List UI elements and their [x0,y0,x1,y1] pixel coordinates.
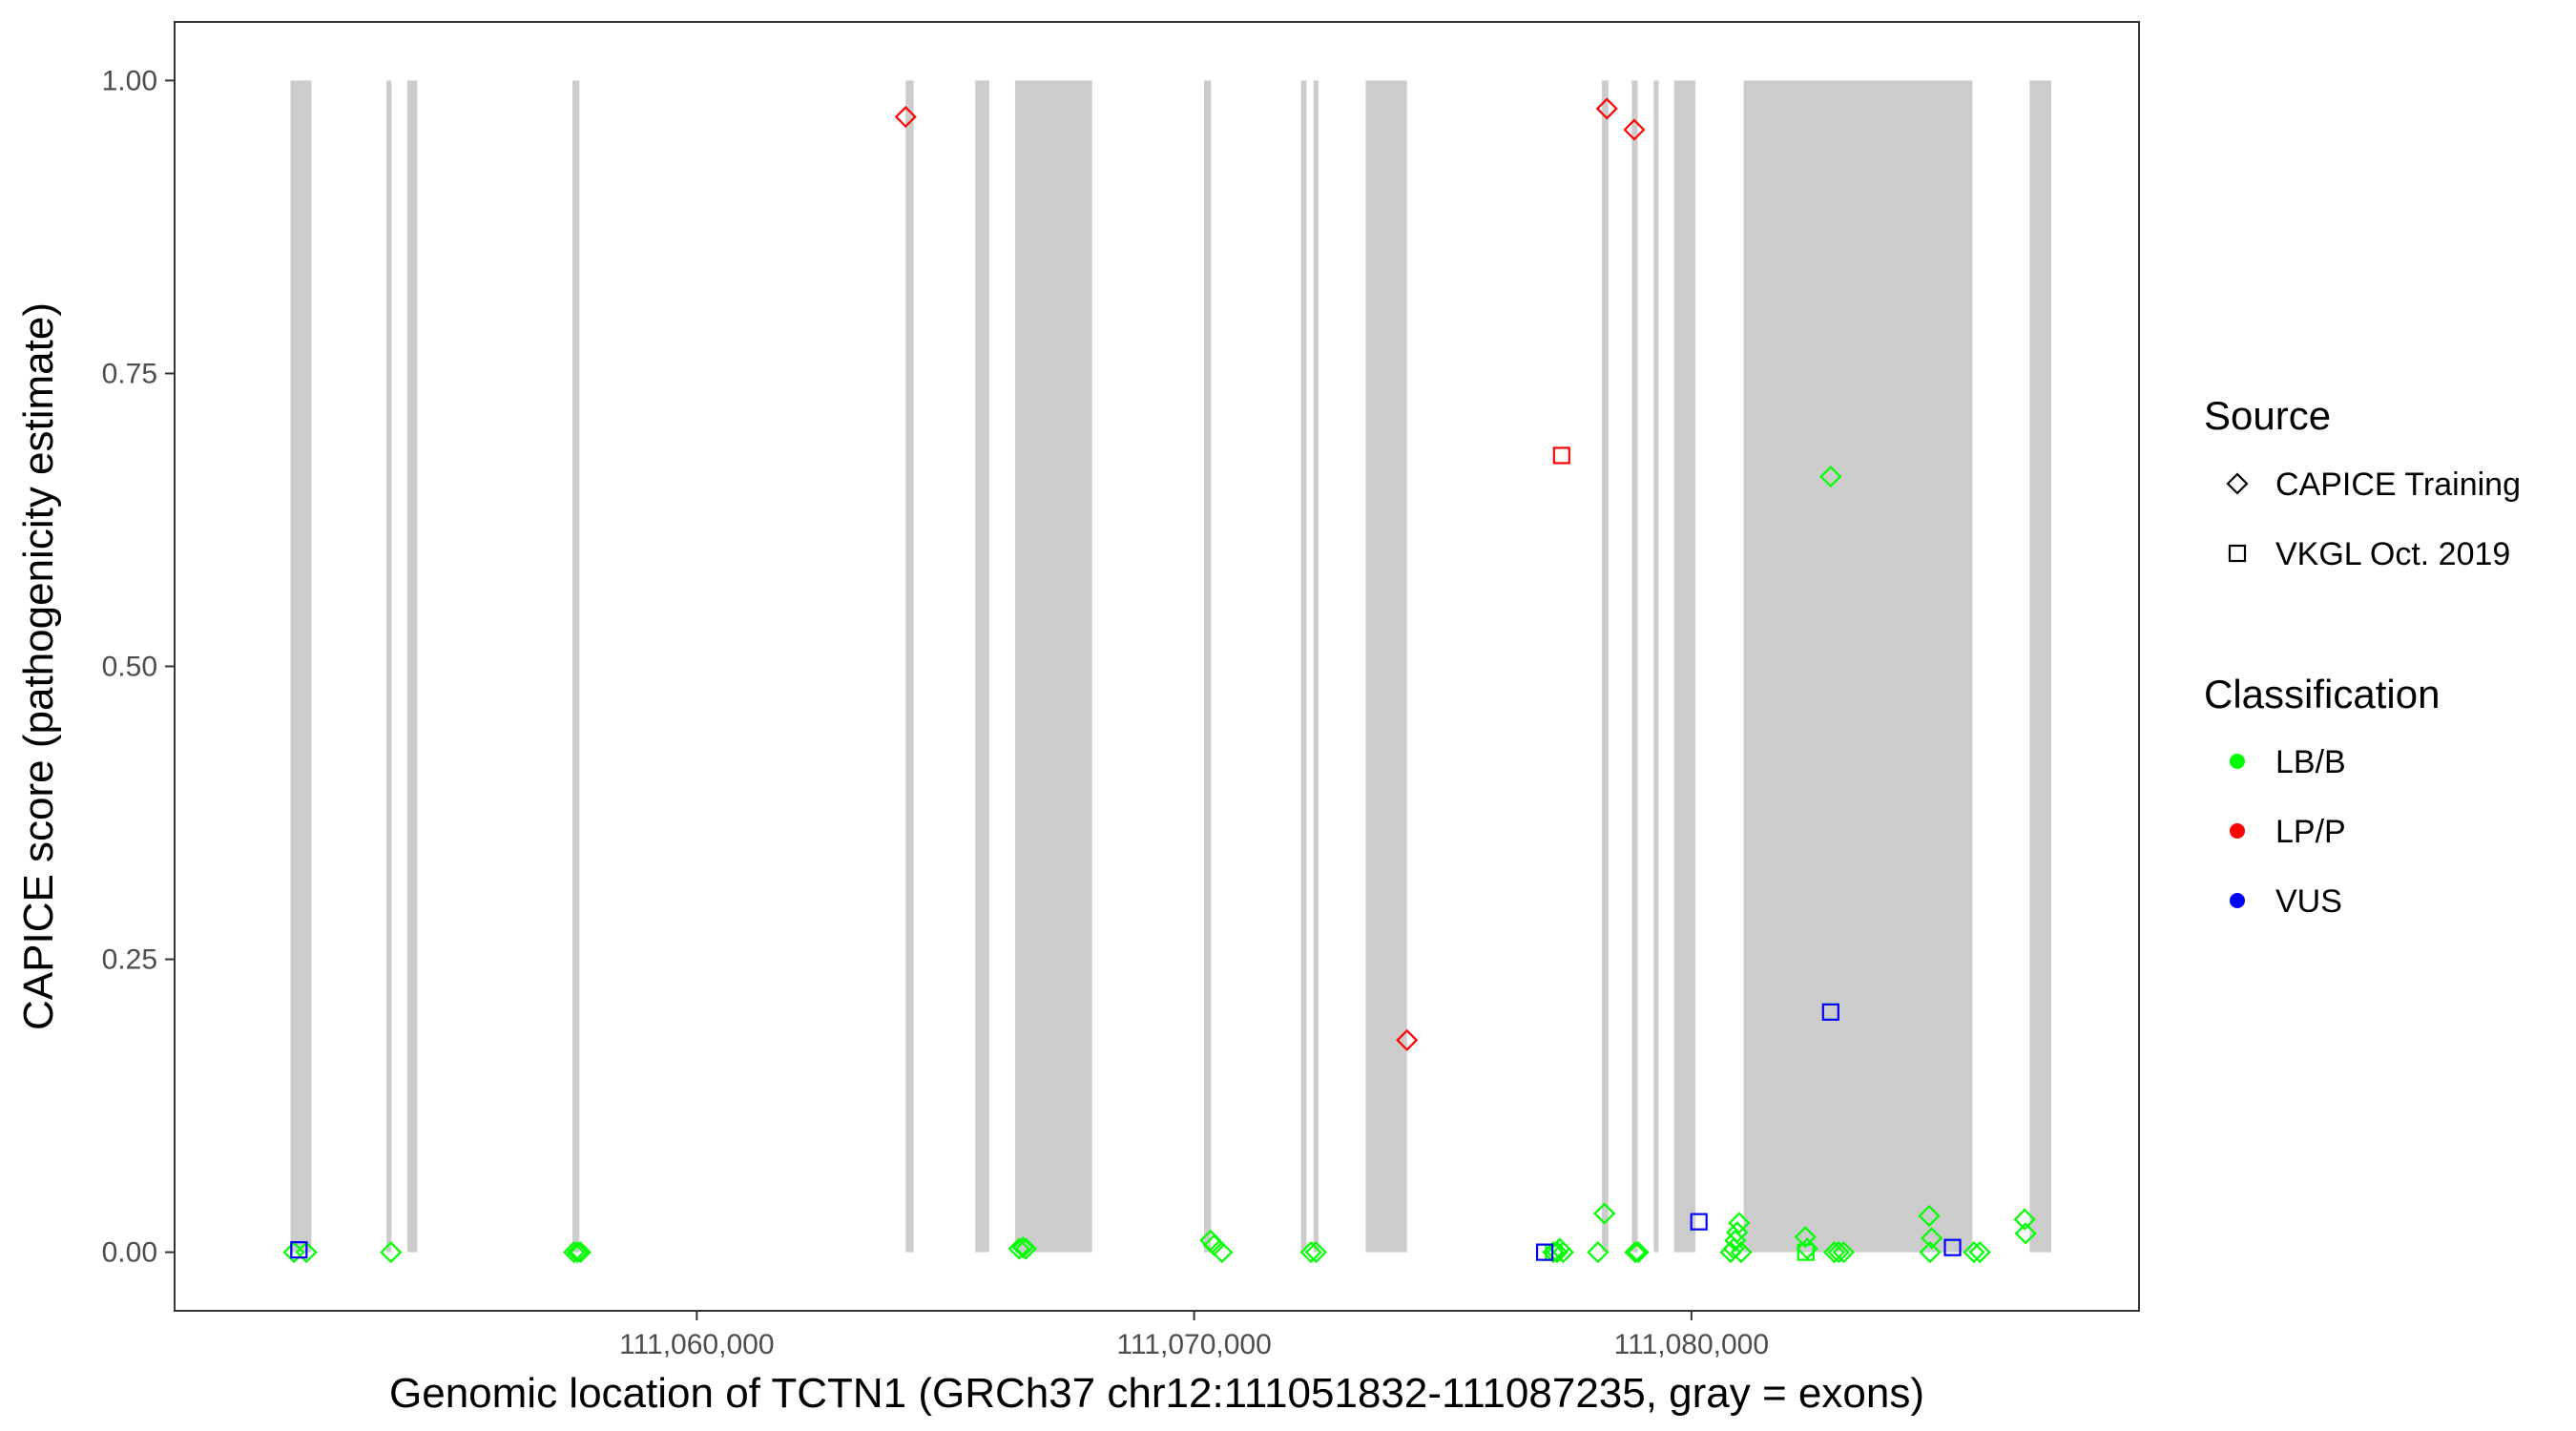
legend: Source Classification CAPICE Training VKG… [2204,393,2521,920]
data-point-diamond [1551,1241,1574,1264]
legend-classification-title: Classification [2204,672,2440,716]
exon-band [290,80,312,1253]
data-point-diamond [1299,1241,1322,1264]
y-tick-label: 0.50 [102,652,157,683]
data-point-diamond [2014,1222,2037,1245]
exon-band [905,80,914,1253]
data-point-diamond [1627,1241,1650,1264]
exon-band [975,80,989,1253]
y-axis-title: CAPICE score (pathogenicity estimate) [15,302,62,1030]
data-point-diamond [1014,1237,1037,1260]
points-layer [282,97,2037,1264]
x-tick-label: 111,070,000 [1116,1329,1271,1360]
data-point-square [1797,1243,1815,1261]
data-point-square [1552,446,1570,465]
exon-band [1300,80,1307,1253]
data-point-diamond [566,1241,589,1264]
data-point-diamond [1918,1204,1941,1228]
data-point-diamond [1396,1028,1419,1051]
legend-key-dot [2230,754,2245,769]
data-point-diamond [894,105,917,129]
data-point-diamond [1963,1241,1985,1264]
data-point-square [290,1241,308,1259]
data-point-diamond [1011,1236,1034,1259]
data-point-diamond [1819,465,1842,488]
exon-band [1673,80,1696,1253]
data-point-diamond [1832,1241,1855,1264]
y-tick-label: 0.00 [102,1237,157,1269]
legend-source-label: VKGL Oct. 2019 [2275,536,2510,572]
data-point-diamond [1211,1241,1234,1264]
x-tick-label: 111,080,000 [1614,1329,1769,1360]
legend-key-diamond [2226,472,2249,495]
legend-source-label: CAPICE Training [2275,467,2521,503]
exon-band [1365,80,1407,1253]
data-point-diamond [2013,1208,2036,1231]
legend-key-square [2228,544,2247,563]
data-point-diamond [1593,1202,1616,1225]
legend-classification-items: LB/B LP/P VUS [2230,744,2346,920]
legend-classification-label: LB/B [2275,744,2346,780]
data-point-diamond [1728,1212,1751,1234]
data-point-diamond [1595,97,1618,120]
data-point-square [1821,1003,1839,1021]
exon-band [2029,80,2051,1253]
x-axis-title: Genomic location of TCTN1 (GRCh37 chr12:… [389,1370,1924,1417]
x-tick-label: 111,060,000 [619,1329,774,1360]
exon-band [1602,80,1609,1253]
data-point-diamond [1587,1241,1610,1264]
data-point-square [1545,1243,1563,1261]
exon-layer [290,80,2051,1253]
legend-classification-label: LP/P [2275,814,2346,850]
exon-band [386,80,392,1253]
data-point-diamond [1827,1241,1850,1264]
data-point-diamond [1730,1241,1753,1264]
legend-source-title: Source [2204,393,2331,438]
data-point-square [1535,1243,1554,1261]
data-point-diamond [1623,118,1646,141]
y-axis: 0.00 0.25 0.50 0.75 1.00 [102,65,175,1269]
data-point-diamond [1968,1241,1991,1264]
data-point-diamond [1008,1237,1030,1260]
exon-band [1014,80,1092,1253]
exon-band [1313,80,1319,1253]
data-point-square [1690,1213,1708,1231]
exon-band [572,80,580,1253]
data-point-diamond [1304,1241,1327,1264]
data-point-diamond [569,1241,592,1264]
legend-key-dot [2230,823,2245,839]
data-point-diamond [1921,1227,1943,1250]
data-point-diamond [1822,1241,1846,1264]
exon-band [1204,80,1212,1253]
y-tick-label: 0.25 [102,944,157,976]
y-tick-label: 1.00 [102,65,157,96]
exon-band [1743,80,1973,1253]
data-point-square [1943,1238,1962,1256]
legend-source-items: CAPICE Training VKGL Oct. 2019 [2226,467,2521,572]
data-point-diamond [1624,1241,1647,1264]
y-tick-label: 0.75 [102,358,157,389]
data-point-diamond [1919,1241,1942,1264]
data-point-diamond [1794,1226,1817,1249]
exon-band [1631,80,1638,1253]
legend-key-dot [2230,893,2245,908]
data-point-diamond [295,1241,318,1264]
exon-band [406,80,418,1253]
data-point-diamond [563,1241,586,1264]
legend-classification-label: VUS [2275,883,2342,920]
data-point-diamond [380,1241,403,1264]
x-axis: 111,060,000 111,070,000 111,080,000 [619,1311,1769,1360]
exon-band [1653,80,1659,1253]
